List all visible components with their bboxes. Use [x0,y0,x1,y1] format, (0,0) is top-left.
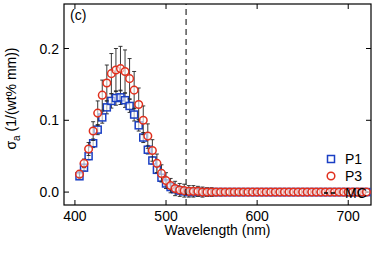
error-bar-cap [200,197,204,198]
error-bar-cap [178,183,182,184]
chart: 4005006007000.00.10.2Wavelength (nm)σa (… [0,0,375,255]
error-bar-cap [128,58,132,59]
legend-label: P1 [345,151,362,167]
error-bar-cap [191,197,195,198]
error-bar-cap [96,125,100,126]
error-bar-cap [91,140,95,141]
error-bar-cap [200,187,204,188]
error-bar-cap [109,93,113,94]
error-bar-cap [196,196,200,197]
error-bar-cap [191,185,195,186]
x-tick [74,200,75,205]
y-tick-label: 0.2 [40,41,60,57]
mc-line [186,4,187,205]
x-tick [257,200,258,205]
y-label-part: σ [3,141,19,150]
data-point [76,170,84,178]
data-point [89,127,97,135]
y-tick-right [366,48,371,49]
error-bar-cap [178,196,182,197]
y-tick [64,120,69,121]
y-tick [64,192,69,193]
legend-swatch [328,156,335,163]
error-bar-cap [118,46,122,47]
data-point [126,75,134,83]
y-axis-label: σa (1/(wt% mm)) [3,47,22,149]
error-bar-cap [96,100,100,101]
error-bar-cap [141,142,145,143]
plot-frame [64,4,371,205]
error-bar-cap [123,49,127,50]
y-tick-label: 0.0 [40,184,60,200]
data-point [131,111,138,118]
data-point [126,102,133,109]
data-point [149,147,157,155]
error-bar-cap [91,121,95,122]
x-tick-top [166,4,167,9]
data-point [80,160,88,168]
error-bar-cap [118,90,122,91]
data-point [135,101,143,109]
error-bar-cap [169,192,173,193]
y-label-part: (1/(wt% mm)) [3,47,19,135]
error-bar-cap [87,155,91,156]
error-bar-cap [105,100,109,101]
y-tick-label: 0.1 [40,112,60,128]
y-tick-right [366,120,371,121]
x-tick-top [257,4,258,9]
legend: P1P3MC [324,151,367,201]
x-tick [166,200,167,205]
legend-swatch [324,192,338,194]
data-point [98,91,106,99]
error-bar-cap [173,195,177,196]
legend-label: MC [345,185,367,201]
error-bar-cap [187,197,191,198]
error-bar-cap [87,142,91,143]
error-bar-cap [182,197,186,198]
data-point [158,170,166,178]
error-bar-cap [123,93,127,94]
error-bar-cap [114,91,118,92]
error-bar-cap [132,108,136,109]
legend-label: P3 [345,168,362,184]
data-point [139,116,147,124]
error-bar-cap [128,98,132,99]
data-point [121,68,129,76]
series-p3 [76,46,371,197]
error-bar-cap [105,65,109,66]
error-bar-cap [109,53,113,54]
error-bar-cap [105,100,109,101]
series-p1 [76,90,370,195]
error-bar-cap [132,71,136,72]
legend-swatch [327,172,335,180]
plot-data [76,4,371,205]
x-tick-top [348,4,349,9]
error-bar-cap [173,181,177,182]
error-bar-cap [123,93,127,94]
error-bar-cap [109,93,113,94]
y-tick [64,48,69,49]
data-point [144,132,152,140]
x-tick-label: 400 [63,208,87,224]
x-axis-label: Wavelength (nm) [164,222,270,238]
data-point [153,160,161,168]
error-bar-cap [100,123,104,124]
data-point [85,145,93,153]
x-tick-label: 700 [337,208,361,224]
data-point [94,109,102,117]
error-bar-cap [187,185,191,186]
error-bar-cap [114,48,118,49]
data-point [103,79,111,87]
panel-label: (c) [70,7,86,23]
error-bar-cap [196,186,200,187]
data-point [130,86,138,94]
error-bar-cap [137,131,141,132]
